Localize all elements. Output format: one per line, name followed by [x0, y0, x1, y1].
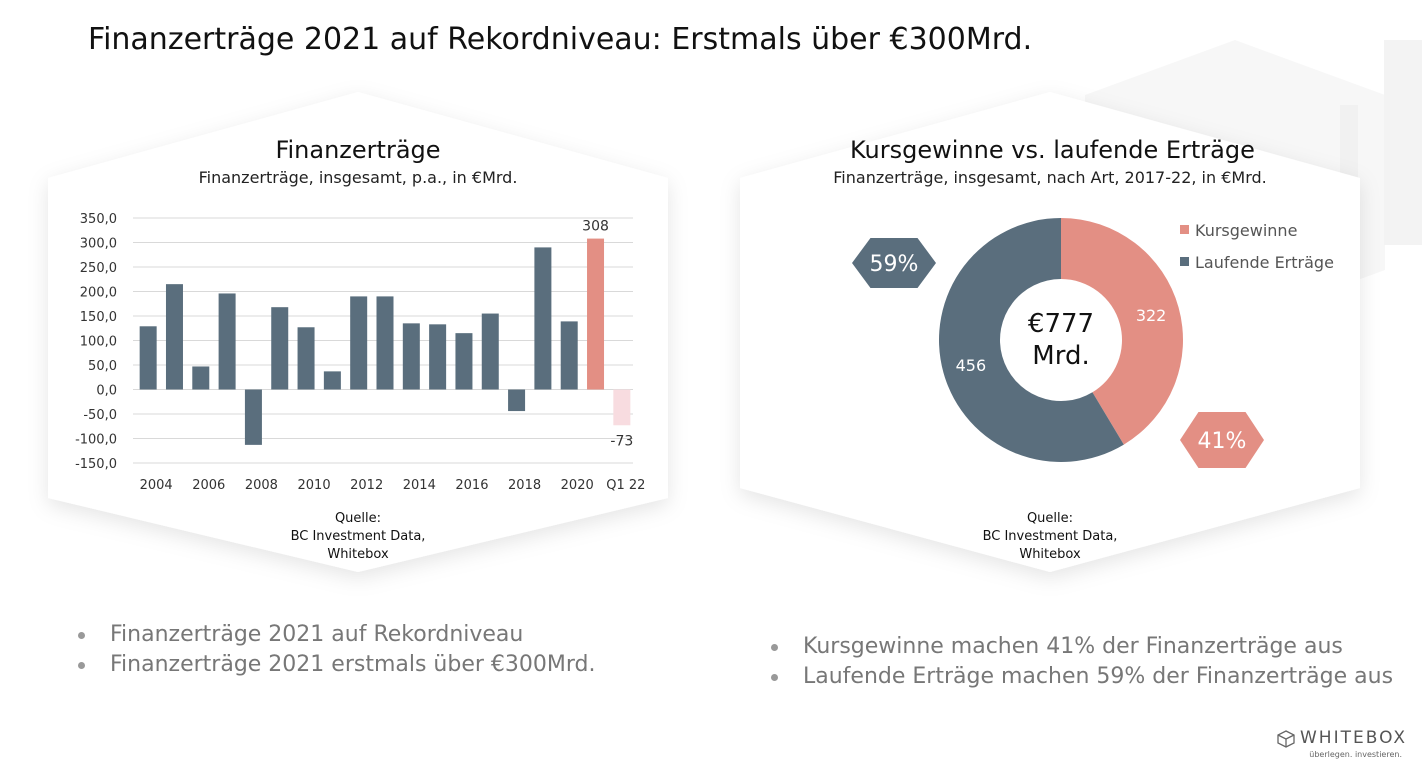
bar-2018	[508, 389, 526, 412]
x-tick-label: Q1 22	[606, 478, 645, 493]
x-tick-label: 2004	[140, 478, 173, 493]
bar-2007	[218, 293, 236, 390]
donut-slice-laufende-erträge	[938, 218, 1124, 463]
callout-right-hexagon	[1180, 412, 1264, 468]
x-tick-label: 2006	[192, 478, 225, 493]
logo-tagline: überlegen. investieren.	[1309, 750, 1402, 759]
source-line: Whitebox	[1019, 547, 1081, 562]
x-tick-label: 2008	[245, 478, 278, 493]
donut-center-unit: Mrd.	[1032, 341, 1089, 371]
callout-left-text: 59%	[870, 252, 919, 277]
y-tick-label: 50,0	[88, 359, 117, 374]
bar-2005	[165, 284, 183, 390]
bar-2013	[376, 296, 394, 390]
bullet-list-right: Kursgewinne machen 41% der Finanzerträge…	[768, 632, 1393, 692]
cube-icon	[1277, 730, 1295, 748]
legend-label: Laufende Erträge	[1195, 253, 1334, 272]
bar-2021	[587, 238, 605, 390]
y-tick-label: 350,0	[80, 212, 117, 227]
x-tick-label: 2014	[403, 478, 436, 493]
y-tick-label: 250,0	[80, 261, 117, 276]
y-tick-label: -100,0	[75, 433, 117, 448]
bar-q1-22	[613, 389, 631, 426]
bar-2015	[429, 324, 447, 390]
bar-2017	[481, 313, 499, 390]
whitebox-logo: WHITEBOX überlegen. investieren.	[1276, 728, 1406, 762]
bar-2014	[402, 323, 420, 390]
donut-slice-kursgewinne	[1061, 218, 1183, 445]
x-tick-label: 2020	[561, 478, 594, 493]
source-line: BC Investment Data,	[982, 529, 1118, 544]
legend-swatch	[1180, 257, 1189, 266]
y-tick-label: -50,0	[83, 408, 117, 423]
bar-2016	[455, 333, 473, 390]
callout-left-hexagon	[852, 238, 936, 288]
bar-2012	[350, 296, 368, 390]
bar-chart-subtitle: Finanzerträge, insgesamt, p.a., in €Mrd.	[198, 168, 518, 187]
legend-label: Kursgewinne	[1195, 221, 1297, 240]
bar-data-label: 308	[582, 219, 609, 235]
source-line: Quelle:	[1026, 511, 1074, 526]
x-tick-label: 2010	[298, 478, 331, 493]
y-tick-label: 300,0	[80, 237, 117, 252]
bullet-item: Finanzerträge 2021 erstmals über €300Mrd…	[75, 650, 596, 680]
donut-chart-source: Quelle: BC Investment Data, Whitebox	[950, 510, 1150, 564]
bar-2020	[560, 321, 578, 390]
bar-chart-title: Finanzerträge	[275, 136, 441, 164]
callout-right-text: 41%	[1198, 429, 1247, 454]
bar-2004	[139, 326, 157, 390]
donut-slice-label: 456	[956, 356, 987, 375]
x-tick-label: 2016	[455, 478, 488, 493]
donut-chart-title: Kursgewinne vs. laufende Erträge	[850, 136, 1255, 164]
bar-2008	[244, 389, 262, 445]
donut-slice-label: 322	[1136, 306, 1167, 325]
x-tick-label: 2012	[350, 478, 383, 493]
y-tick-label: 150,0	[80, 310, 117, 325]
y-tick-label: -150,0	[75, 457, 117, 472]
donut-center-value: €777	[1028, 309, 1094, 339]
bullet-item: Finanzerträge 2021 auf Rekordniveau	[75, 620, 596, 650]
bar-2019	[534, 247, 552, 390]
y-tick-label: 100,0	[80, 335, 117, 350]
bar-data-label: -73	[610, 433, 633, 449]
x-tick-label: 2018	[508, 478, 541, 493]
y-tick-label: 200,0	[80, 286, 117, 301]
legend-swatch	[1180, 225, 1189, 234]
bar-2011	[323, 371, 341, 390]
bar-2010	[297, 327, 315, 390]
bar-2006	[192, 366, 210, 390]
bullet-item: Laufende Erträge machen 59% der Finanzer…	[768, 662, 1393, 692]
y-tick-label: 0,0	[96, 384, 117, 399]
page-title: Finanzerträge 2021 auf Rekordniveau: Ers…	[88, 22, 1033, 57]
bar-2009	[271, 307, 289, 390]
logo-name: WHITEBOX	[1300, 728, 1408, 748]
bar-chart-source: Quelle: BC Investment Data, Whitebox	[258, 510, 458, 564]
bullet-item: Kursgewinne machen 41% der Finanzerträge…	[768, 632, 1393, 662]
source-line: Quelle:	[334, 511, 382, 526]
source-line: BC Investment Data,	[290, 529, 426, 544]
bullet-list-left: Finanzerträge 2021 auf Rekordniveau Fina…	[75, 620, 596, 680]
source-line: Whitebox	[327, 547, 389, 562]
donut-chart-subtitle: Finanzerträge, insgesamt, nach Art, 2017…	[833, 168, 1267, 187]
